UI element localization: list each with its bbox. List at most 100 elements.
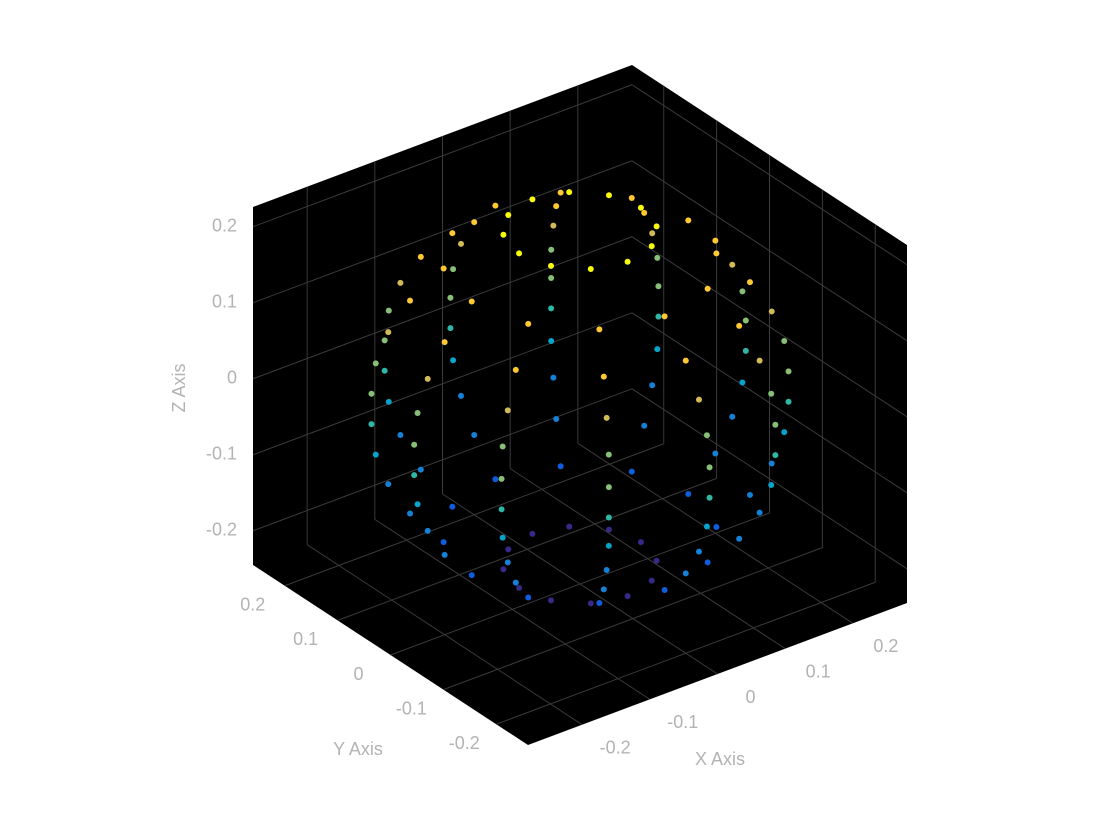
point (417, 253, 424, 260)
point (458, 240, 465, 247)
x-tick-label: 0 (745, 687, 755, 707)
point (695, 548, 702, 555)
point (648, 577, 655, 584)
point (661, 313, 668, 320)
grid-line (284, 443, 664, 587)
point (385, 307, 392, 314)
grid-line (631, 84, 908, 266)
point (736, 535, 743, 542)
point (512, 579, 519, 586)
grid-line (390, 512, 770, 656)
z-tick-label: -0.1 (206, 444, 237, 464)
point (695, 396, 702, 403)
point (587, 265, 594, 272)
point (498, 506, 505, 513)
point (682, 357, 689, 364)
point (768, 481, 775, 488)
point (368, 390, 375, 397)
point (471, 431, 478, 438)
point (385, 329, 392, 336)
point (641, 209, 648, 216)
point (553, 203, 560, 210)
point (603, 566, 610, 573)
y-tick-label: 0 (353, 664, 363, 684)
point (500, 231, 507, 238)
point (417, 466, 424, 473)
point (548, 597, 555, 604)
point (628, 468, 635, 475)
z-tick-label: 0.1 (212, 292, 237, 312)
grid-line (252, 84, 633, 228)
point (637, 539, 644, 546)
point (682, 570, 689, 577)
grid-line (631, 236, 908, 418)
point (706, 464, 713, 471)
point (739, 379, 746, 386)
point (605, 542, 612, 549)
x-tick-label: -0.2 (600, 737, 631, 757)
point (605, 192, 612, 199)
point (756, 509, 763, 516)
x-tick-label: -0.1 (667, 712, 698, 732)
point (713, 250, 720, 257)
y-tick-label: -0.1 (396, 698, 427, 718)
point (781, 337, 788, 344)
point (768, 308, 775, 315)
point (742, 317, 749, 324)
point (641, 422, 648, 429)
point (550, 374, 557, 381)
x-tick-label: 0.1 (806, 661, 831, 681)
point (649, 382, 656, 389)
point (500, 566, 507, 573)
point (566, 523, 573, 530)
labels: X Axis Y Axis Z Axis -0.2 -0.1 0 0.1 0.2 -0.2… (169, 216, 899, 769)
point (548, 337, 555, 344)
point (458, 392, 465, 399)
point (471, 219, 478, 226)
point (596, 326, 603, 333)
point (605, 451, 612, 458)
point (468, 572, 475, 579)
grid-line (337, 477, 717, 621)
point (603, 414, 610, 421)
z-tick-label: 0 (227, 368, 237, 388)
point (512, 366, 519, 373)
y-axis-label: Y Axis (333, 739, 383, 759)
point (557, 189, 564, 196)
point (557, 463, 564, 470)
grid-line (252, 160, 633, 304)
point (381, 367, 388, 374)
point (729, 413, 736, 420)
point (742, 347, 749, 354)
point (648, 243, 655, 250)
point (781, 429, 788, 436)
point (768, 460, 775, 467)
point (504, 559, 511, 566)
point (706, 494, 713, 501)
point (637, 204, 644, 211)
point (372, 360, 379, 367)
point (655, 283, 662, 290)
point (600, 586, 607, 593)
point (654, 346, 661, 353)
point (407, 510, 414, 517)
point (450, 266, 457, 273)
point (492, 202, 499, 209)
point (385, 481, 392, 488)
point (548, 275, 555, 282)
point (729, 261, 736, 268)
point (441, 551, 448, 558)
point (712, 450, 719, 457)
point (685, 491, 692, 498)
grid-line (443, 547, 823, 691)
point (385, 398, 392, 405)
point (407, 297, 414, 304)
point (685, 217, 692, 224)
point (525, 320, 532, 327)
z-tick-label: 0.2 (212, 216, 237, 236)
point (712, 237, 719, 244)
point (397, 431, 404, 438)
point (713, 524, 720, 531)
point (441, 339, 448, 346)
